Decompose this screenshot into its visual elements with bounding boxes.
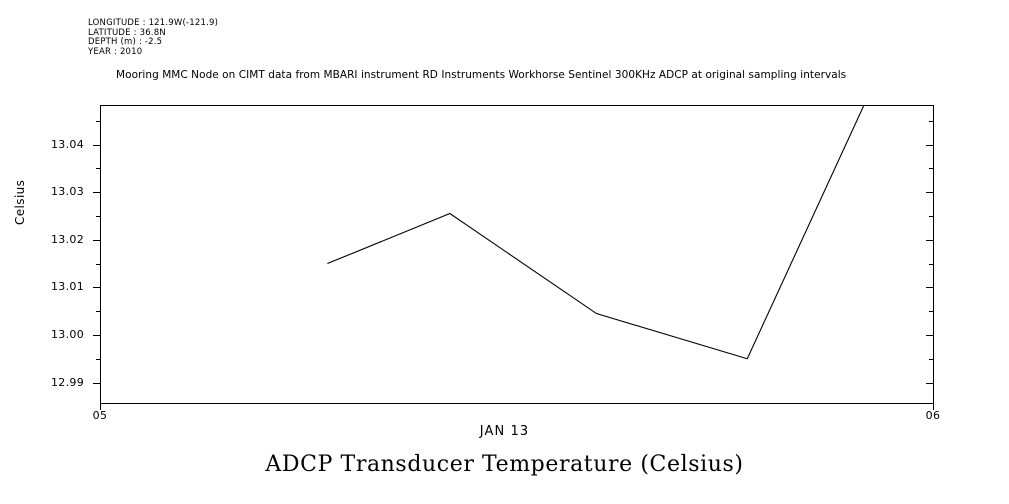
y-tick-minor xyxy=(96,216,101,217)
y-axis-title: Celsius xyxy=(13,179,27,225)
y-tick-major-right xyxy=(926,145,934,146)
chart-title: ADCP Transducer Temperature (Celsius) xyxy=(265,452,744,477)
metadata-year: YEAR : 2010 xyxy=(88,46,143,57)
y-tick-label: 12.99 xyxy=(51,376,84,389)
y-tick-minor xyxy=(96,311,101,312)
y-tick-label: 13.02 xyxy=(51,233,84,246)
y-tick-label: 13.01 xyxy=(51,280,84,293)
y-tick-major-right xyxy=(926,383,934,384)
y-axis-right xyxy=(933,105,934,404)
metadata-block: LONGITUDE : 121.9W(-121.9) LATITUDE : 36… xyxy=(88,18,219,57)
y-tick-minor xyxy=(96,264,101,265)
x-tick-label: 06 xyxy=(925,409,941,422)
y-tick-minor xyxy=(96,359,101,360)
y-tick-major-right xyxy=(926,335,934,336)
y-tick-minor-right xyxy=(929,264,934,265)
y-tick-label-group: 13.04 13.03 13.02 13.01 13.00 12.99 xyxy=(36,0,84,504)
y-tick-major-right xyxy=(926,287,934,288)
x-axis-title: JAN 13 xyxy=(479,424,530,439)
y-tick-major xyxy=(93,145,101,146)
x-tick-label: 05 xyxy=(92,409,108,422)
plot-frame xyxy=(100,105,934,404)
y-tick-major xyxy=(93,335,101,336)
y-tick-label: 13.04 xyxy=(51,138,84,151)
y-tick-major xyxy=(93,192,101,193)
y-tick-minor xyxy=(96,168,101,169)
y-tick-label: 13.03 xyxy=(51,185,84,198)
y-tick-major xyxy=(93,383,101,384)
metadata-latitude: LATITUDE : 36.8N xyxy=(88,27,166,38)
y-tick-minor-right xyxy=(929,311,934,312)
metadata-longitude: LONGITUDE : 121.9W(-121.9) xyxy=(88,18,219,28)
y-tick-minor-right xyxy=(929,216,934,217)
y-tick-major-right xyxy=(926,192,934,193)
y-tick-major-right xyxy=(926,240,934,241)
y-tick-label: 13.00 xyxy=(51,328,84,341)
x-tick xyxy=(100,398,101,410)
y-tick-minor-right xyxy=(929,121,934,122)
metadata-depth: DEPTH (m) : -2.5 xyxy=(88,37,163,48)
y-tick-minor xyxy=(96,121,101,122)
y-tick-minor-right xyxy=(929,359,934,360)
x-tick xyxy=(933,398,934,410)
y-tick-major xyxy=(93,287,101,288)
chart-subtitle: Mooring MMC Node on CIMT data from MBARI… xyxy=(116,69,847,81)
y-tick-minor-right xyxy=(929,168,934,169)
series-line-adcp-transducer-temperature xyxy=(327,105,865,360)
y-tick-major xyxy=(93,240,101,241)
y-axis-left xyxy=(100,105,101,404)
